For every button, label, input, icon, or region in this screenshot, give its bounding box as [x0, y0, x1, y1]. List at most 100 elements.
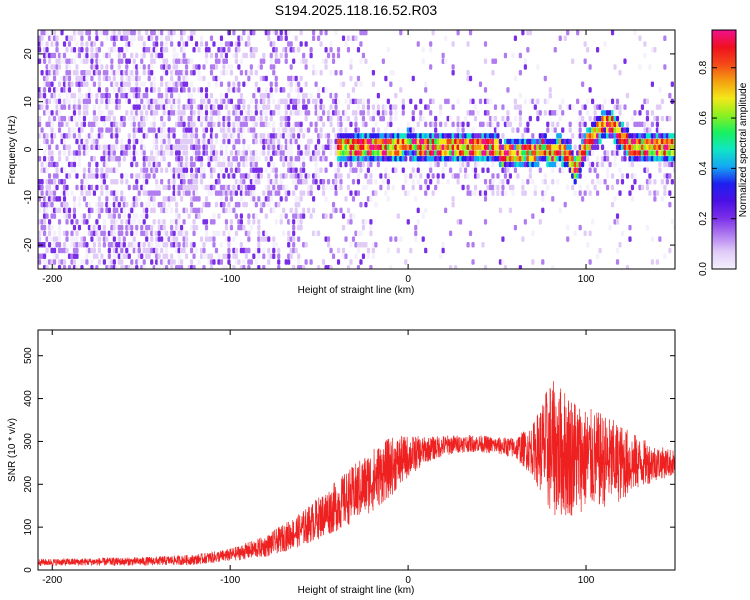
- spectrogram-cell: [135, 81, 139, 87]
- spectrogram-cell: [239, 190, 243, 196]
- spectrogram-cell: [234, 190, 238, 196]
- spectrogram-cell: [496, 133, 500, 139]
- spectrogram-cell: [513, 138, 517, 145]
- spectrogram-cell: [175, 213, 179, 219]
- spectrogram-cell: [130, 207, 134, 214]
- spectrogram-cell: [598, 121, 602, 128]
- spectrogram-cell: [516, 104, 520, 110]
- spectrogram-cell: [239, 58, 243, 65]
- spectrogram-cell: [466, 242, 470, 248]
- spectrogram-cell: [608, 224, 612, 231]
- spectrogram-cell: [488, 121, 493, 128]
- spectrogram-cell: [625, 92, 630, 99]
- spectrogram-cell: [112, 213, 116, 219]
- spectrogram-cell: [314, 150, 318, 156]
- spectrogram-cell: [284, 121, 288, 128]
- spectrogram-cell: [95, 161, 99, 168]
- spectrogram-cell: [446, 115, 450, 122]
- spectrogram-cell: [152, 247, 156, 254]
- spectrogram-cell: [192, 224, 196, 231]
- spectrogram-cell: [112, 224, 116, 231]
- spectrogram-cell: [47, 196, 52, 202]
- spectrogram-cell: [518, 138, 522, 145]
- spectrogram-cell: [319, 30, 323, 36]
- spectrogram-cell: [591, 98, 595, 105]
- spectrogram-cell: [304, 178, 308, 185]
- spectrogram-cell: [511, 144, 515, 151]
- spectrogram-cell: [92, 104, 97, 110]
- spectrogram-cell: [100, 115, 104, 122]
- spectrogram-cell: [351, 150, 356, 156]
- spectrogram-cell: [100, 178, 104, 185]
- spectrogram-cell: [75, 138, 79, 145]
- spectrogram-cell: [47, 52, 52, 59]
- spectrogram-cell: [105, 236, 109, 242]
- spectrogram-cell: [568, 167, 572, 173]
- spectrogram-cell: [72, 98, 77, 105]
- spectrogram-cell: [110, 150, 114, 156]
- spectrogram-cell: [244, 247, 248, 254]
- snr-y-axis-label: SNR (10 * v/v): [7, 418, 18, 482]
- spectrogram-cell: [503, 52, 508, 59]
- spectrogram-cell: [140, 173, 144, 179]
- spectrogram-cell: [508, 173, 513, 179]
- spectrogram-cell: [82, 121, 87, 128]
- spectrogram-cell: [152, 110, 156, 116]
- spectrogram-cell: [102, 173, 106, 179]
- spectrogram-cell: [130, 35, 134, 42]
- spectrogram-cell: [304, 81, 308, 87]
- spectrogram-cell: [506, 115, 510, 122]
- spectrogram-cell: [356, 247, 361, 254]
- spectrogram-cell: [117, 230, 121, 237]
- spectrogram-cell: [112, 247, 116, 254]
- spectrogram-cell: [85, 247, 89, 254]
- spectrogram-cell: [172, 110, 176, 116]
- spectrogram-cell: [426, 138, 430, 145]
- spectrogram-cell: [578, 224, 582, 231]
- spectrogram-cell: [57, 236, 62, 242]
- spectrogram-cell: [344, 156, 348, 162]
- spectrogram-cell: [493, 184, 498, 191]
- spectrogram-cell: [42, 207, 47, 214]
- spectrogram-cell: [38, 115, 42, 122]
- spectrogram-cell: [264, 236, 268, 242]
- spectrogram-cell: [456, 144, 460, 151]
- spectrogram-cell: [150, 196, 154, 202]
- spectrogram-cell: [165, 104, 169, 110]
- spectrogram-cell: [242, 161, 246, 168]
- spectrogram-cell: [324, 87, 328, 93]
- spectrogram-cell: [57, 58, 62, 65]
- spectrogram-cell: [655, 190, 659, 196]
- spectrogram-cell: [384, 173, 388, 179]
- spectrogram-cell: [80, 242, 84, 248]
- spectrogram-cell: [132, 110, 136, 116]
- spectrogram-cell: [391, 167, 395, 173]
- spectrogram-cell: [87, 133, 92, 139]
- spectrogram-cell: [262, 104, 266, 110]
- spectrogram-cell: [635, 156, 640, 162]
- spectrogram-cell: [593, 167, 597, 173]
- spectrogram-cell: [650, 138, 655, 145]
- spectrogram-cell: [70, 167, 74, 173]
- spectrogram-cell: [145, 87, 149, 93]
- spectrogram-cell: [165, 167, 169, 173]
- spectrogram-cell: [40, 201, 44, 208]
- spectrogram-cell: [595, 178, 600, 185]
- spectrogram-cell: [267, 173, 271, 179]
- spectrogram-cell: [481, 167, 485, 173]
- spectrogram-cell: [55, 253, 59, 260]
- spectrogram-cell: [384, 110, 388, 116]
- spectrogram-cell: [336, 144, 341, 151]
- spectrogram-cell: [264, 196, 268, 202]
- spectrogram-cell: [38, 133, 42, 139]
- spectrogram-cell: [543, 156, 547, 162]
- spectrogram-cell: [655, 156, 659, 162]
- spectrogram-cell: [543, 178, 547, 185]
- spectrogram-cell: [207, 121, 211, 128]
- spectrogram-cell: [307, 207, 311, 214]
- spectrogram-cell: [72, 167, 77, 173]
- spectrogram-cell: [167, 236, 171, 242]
- spectrogram-cell: [454, 265, 458, 269]
- spectrogram-cell: [287, 41, 291, 47]
- spectrogram-cell: [553, 161, 557, 168]
